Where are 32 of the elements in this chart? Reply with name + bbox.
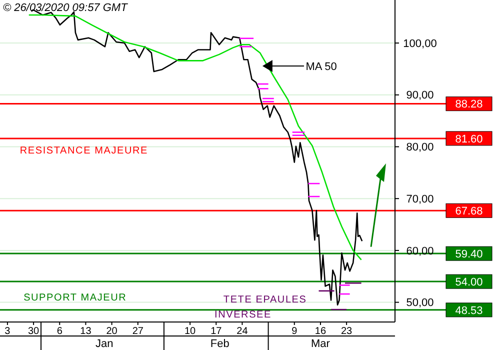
annotation: TETE EPAULES (223, 294, 307, 306)
x2-tick-label: Jan (95, 338, 114, 350)
ref-line-label: 48.53 (455, 304, 483, 317)
y-tick-label: 80,00 (406, 142, 434, 154)
x-tick-label: 23 (340, 326, 353, 337)
ref-line-label: 54.00 (455, 276, 483, 288)
ref-line-label: 67.68 (455, 205, 483, 218)
x-tick-label: 13 (80, 326, 92, 337)
x-tick-label: 9 (292, 326, 298, 337)
y-tick-label: 90,00 (406, 90, 434, 102)
x-tick-label: 27 (132, 326, 144, 337)
x-tick-label: 10 (184, 326, 196, 337)
y-tick-label: 100,00 (403, 38, 437, 50)
y-tick-label: 50,00 (406, 297, 434, 310)
x2-tick-label: Feb (210, 338, 230, 350)
ref-line-label: 59.40 (455, 248, 483, 260)
annotation: MA 50 (306, 60, 337, 73)
x-tick-label: 16 (314, 326, 326, 337)
annotation: INVERSEE (214, 310, 272, 320)
ref-line-label: 81.60 (455, 133, 483, 146)
chart-title: © 26/03/2020 09:57 GMT (3, 2, 129, 14)
x-tick-label: 24 (236, 326, 248, 337)
x-tick-label: 20 (106, 326, 118, 337)
x-tick-label: 6 (56, 326, 63, 337)
x-tick-label: 17 (210, 326, 222, 337)
x-tick-label: 30 (28, 326, 40, 337)
x-tick-label: 3 (4, 326, 11, 337)
y-tick-label: 70,00 (406, 193, 434, 206)
ref-line-label: 88.28 (455, 98, 483, 111)
annotation: RESISTANCE MAJEURE (20, 146, 148, 156)
x2-tick-label: Mar (310, 338, 330, 350)
annotation: SUPPORT MAJEUR (24, 292, 127, 304)
